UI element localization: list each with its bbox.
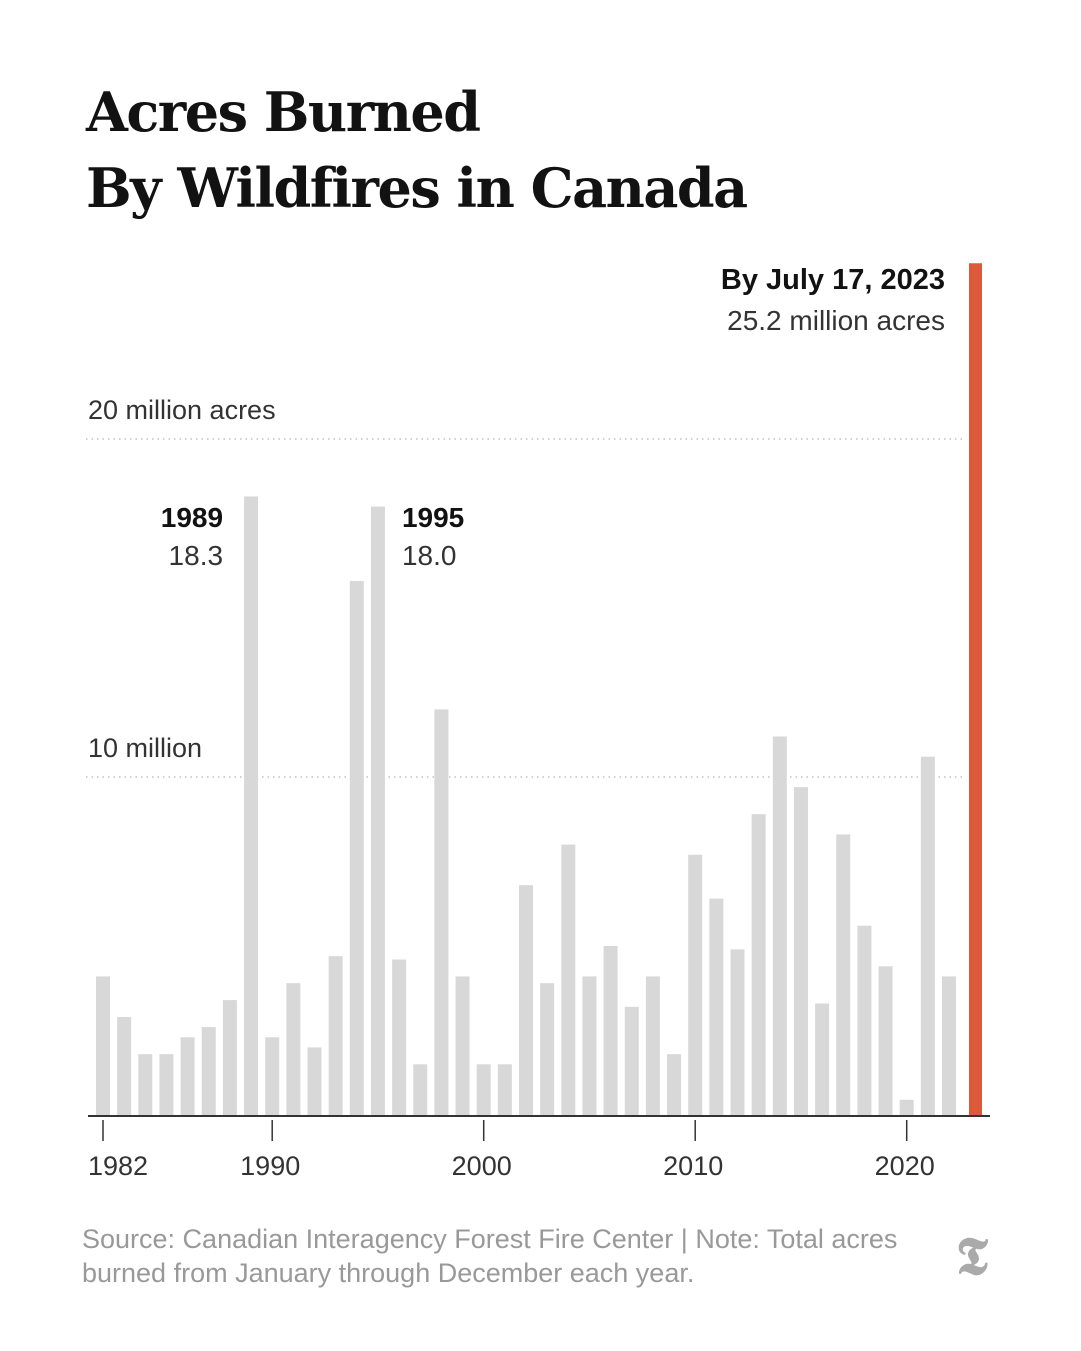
- bar-2018: [857, 925, 872, 1115]
- chart-title-line-2: By Wildfires in Canada: [86, 156, 748, 220]
- gridline-label-1: 10 million: [88, 733, 202, 763]
- bar-1987: [201, 1027, 216, 1115]
- bar-2016: [815, 1003, 830, 1115]
- bar-2022: [942, 976, 956, 1115]
- bar-2006: [603, 946, 618, 1115]
- bar-1982: [96, 976, 110, 1115]
- bar-2019: [878, 966, 893, 1115]
- bar-2002: [519, 885, 533, 1115]
- bar-2014: [772, 736, 787, 1115]
- bar-2023: [969, 263, 982, 1115]
- bar-2008: [645, 976, 660, 1115]
- bar-1999: [455, 976, 470, 1115]
- x-tick-label-1990: 1990: [240, 1151, 300, 1181]
- bar-1986: [180, 1037, 195, 1115]
- bar-1992: [307, 1047, 322, 1115]
- annotation-year-1995: 1995: [402, 502, 464, 533]
- bar-1996: [392, 959, 407, 1115]
- bar-2001: [497, 1064, 512, 1115]
- bar-2015: [793, 787, 808, 1115]
- chart-title-line-1: Acres Burned: [86, 80, 481, 144]
- annotation-year-1989: 1989: [161, 502, 223, 533]
- bar-1984: [138, 1054, 153, 1115]
- bar-2021: [920, 756, 935, 1115]
- bar-2012: [730, 949, 745, 1115]
- bar-1991: [286, 983, 301, 1115]
- bar-2017: [836, 834, 851, 1115]
- chart-title: Acres Burned By Wildfires in Canada: [86, 74, 748, 226]
- nyt-logo-glyph: 𝕿: [956, 1226, 989, 1284]
- bar-1983: [117, 1016, 132, 1115]
- bar-2004: [561, 844, 576, 1115]
- bar-1997: [413, 1064, 428, 1115]
- x-tick-label-2010: 2010: [663, 1151, 723, 1181]
- bar-2007: [624, 1006, 639, 1115]
- bar-2003: [540, 983, 555, 1115]
- bar-2013: [751, 814, 766, 1115]
- bar-2000: [476, 1064, 491, 1115]
- highlight-label: By July 17, 2023: [721, 264, 945, 296]
- bar-1994: [349, 580, 364, 1115]
- bar-1988: [222, 1000, 237, 1115]
- bar-1985: [159, 1054, 174, 1115]
- x-tick-label-2020: 2020: [875, 1151, 935, 1181]
- bar-2005: [582, 976, 597, 1115]
- bar-2009: [667, 1054, 682, 1115]
- annotation-value-1995: 18.0: [402, 540, 457, 571]
- bar-1993: [328, 956, 343, 1115]
- bar-2010: [688, 854, 703, 1115]
- gridline-label-0: 20 million acres: [88, 395, 276, 425]
- source-note: Source: Canadian Interagency Forest Fire…: [82, 1224, 898, 1288]
- x-tick-label-1982: 1982: [88, 1151, 148, 1181]
- bar-2011: [709, 898, 724, 1115]
- nyt-logo-icon: 𝕿: [944, 1224, 1000, 1287]
- bar-2020: [899, 1099, 914, 1115]
- bar-1998: [434, 709, 449, 1115]
- bar-1990: [265, 1037, 280, 1115]
- annotation-value-1989: 18.3: [169, 540, 224, 571]
- x-tick-label-2000: 2000: [452, 1151, 512, 1181]
- bar-1989: [244, 496, 259, 1116]
- highlight-value: 25.2 million acres: [727, 305, 945, 336]
- bar-1995: [370, 506, 385, 1116]
